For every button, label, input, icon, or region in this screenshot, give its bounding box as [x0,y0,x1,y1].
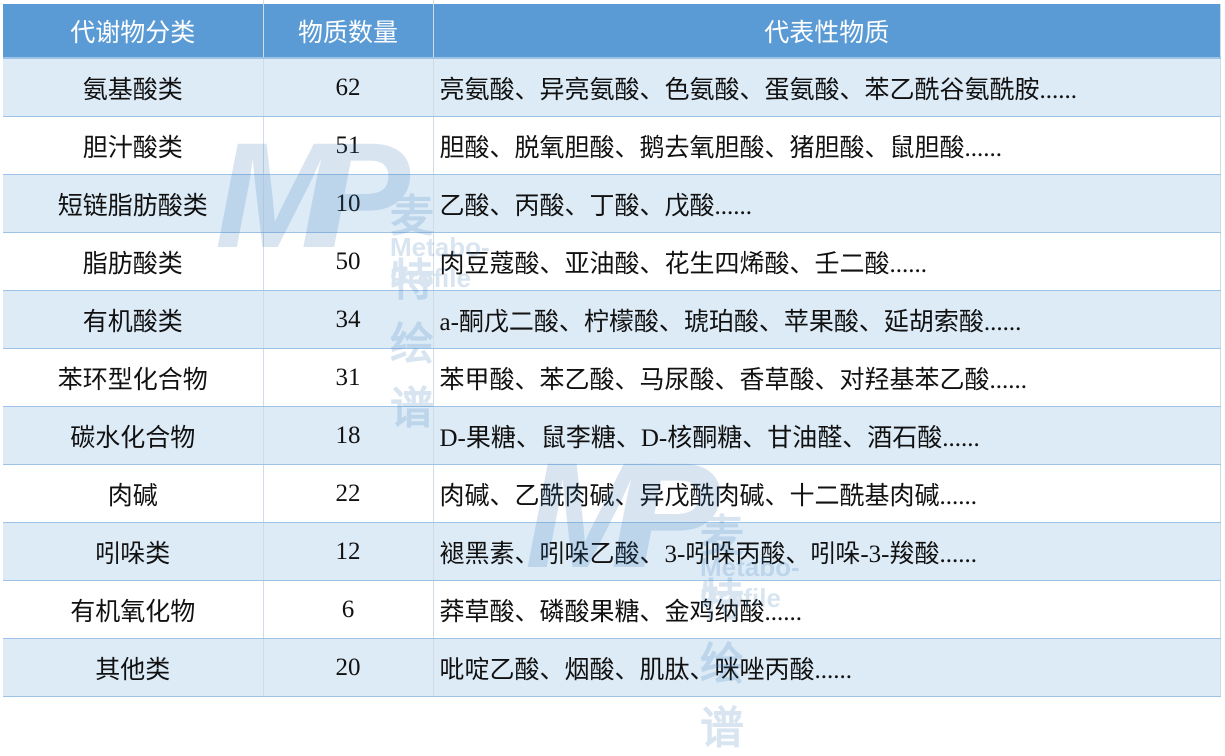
cell-count: 50 [263,232,434,291]
cell-representative: 苯甲酸、苯乙酸、马尿酸、香草酸、对羟基苯乙酸...... [433,348,1221,407]
cell-category: 肉碱 [3,464,264,523]
header-representative: 代表性物质 [433,4,1221,59]
cell-category: 有机氧化物 [3,580,264,639]
cell-category: 氨基酸类 [3,58,264,117]
table-row: 其他类 20 吡啶乙酸、烟酸、肌肽、咪唑丙酸...... [3,638,1221,697]
cell-count: 12 [263,522,434,581]
header-count: 物质数量 [263,4,434,59]
table-row: 有机酸类 34 a-酮戊二酸、柠檬酸、琥珀酸、苹果酸、延胡索酸...... [3,290,1221,349]
cell-count: 20 [263,638,434,697]
header-category: 代谢物分类 [3,4,264,59]
cell-count: 22 [263,464,434,523]
table-row: 短链脂肪酸类 10 乙酸、丙酸、丁酸、戊酸...... [3,174,1221,233]
cell-representative: 褪黑素、吲哚乙酸、3-吲哚丙酸、吲哚-3-羧酸...... [433,522,1221,581]
cell-category: 短链脂肪酸类 [3,174,264,233]
cell-representative: 胆酸、脱氧胆酸、鹅去氧胆酸、猪胆酸、鼠胆酸...... [433,116,1221,175]
cell-count: 51 [263,116,434,175]
metabolite-table: 代谢物分类 物质数量 代表性物质 氨基酸类 62 亮氨酸、异亮氨酸、色氨酸、蛋氨酸、… [3,4,1221,697]
cell-category: 碳水化合物 [3,406,264,465]
cell-count: 10 [263,174,434,233]
table-row: 肉碱 22 肉碱、乙酰肉碱、异戊酰肉碱、十二酰基肉碱...... [3,464,1221,523]
cell-representative: 吡啶乙酸、烟酸、肌肽、咪唑丙酸...... [433,638,1221,697]
cell-count: 62 [263,58,434,117]
table-row: 吲哚类 12 褪黑素、吲哚乙酸、3-吲哚丙酸、吲哚-3-羧酸...... [3,522,1221,581]
cell-representative: 乙酸、丙酸、丁酸、戊酸...... [433,174,1221,233]
cell-representative: 肉碱、乙酰肉碱、异戊酰肉碱、十二酰基肉碱...... [433,464,1221,523]
table-row: 有机氧化物 6 莽草酸、磷酸果糖、金鸡纳酸...... [3,580,1221,639]
cell-count: 18 [263,406,434,465]
table-row: 碳水化合物 18 D-果糖、鼠李糖、D-核酮糖、甘油醛、酒石酸...... [3,406,1221,465]
table-row: 氨基酸类 62 亮氨酸、异亮氨酸、色氨酸、蛋氨酸、苯乙酰谷氨酰胺...... [3,58,1221,117]
cell-count: 34 [263,290,434,349]
cell-category: 吲哚类 [3,522,264,581]
cell-category: 有机酸类 [3,290,264,349]
cell-category: 苯环型化合物 [3,348,264,407]
table-row: 苯环型化合物 31 苯甲酸、苯乙酸、马尿酸、香草酸、对羟基苯乙酸...... [3,348,1221,407]
sheet-gridline [433,0,434,4]
table-row: 脂肪酸类 50 肉豆蔻酸、亚油酸、花生四烯酸、壬二酸...... [3,232,1221,291]
cell-representative: 肉豆蔻酸、亚油酸、花生四烯酸、壬二酸...... [433,232,1221,291]
cell-representative: 莽草酸、磷酸果糖、金鸡纳酸...... [433,580,1221,639]
sheet-gridline [263,0,264,4]
table-header-row: 代谢物分类 物质数量 代表性物质 [3,4,1221,59]
cell-representative: a-酮戊二酸、柠檬酸、琥珀酸、苹果酸、延胡索酸...... [433,290,1221,349]
cell-category: 其他类 [3,638,264,697]
cell-count: 31 [263,348,434,407]
cell-category: 胆汁酸类 [3,116,264,175]
cell-category: 脂肪酸类 [3,232,264,291]
table-row: 胆汁酸类 51 胆酸、脱氧胆酸、鹅去氧胆酸、猪胆酸、鼠胆酸...... [3,116,1221,175]
cell-count: 6 [263,580,434,639]
cell-representative: D-果糖、鼠李糖、D-核酮糖、甘油醛、酒石酸...... [433,406,1221,465]
cell-representative: 亮氨酸、异亮氨酸、色氨酸、蛋氨酸、苯乙酰谷氨酰胺...... [433,58,1221,117]
